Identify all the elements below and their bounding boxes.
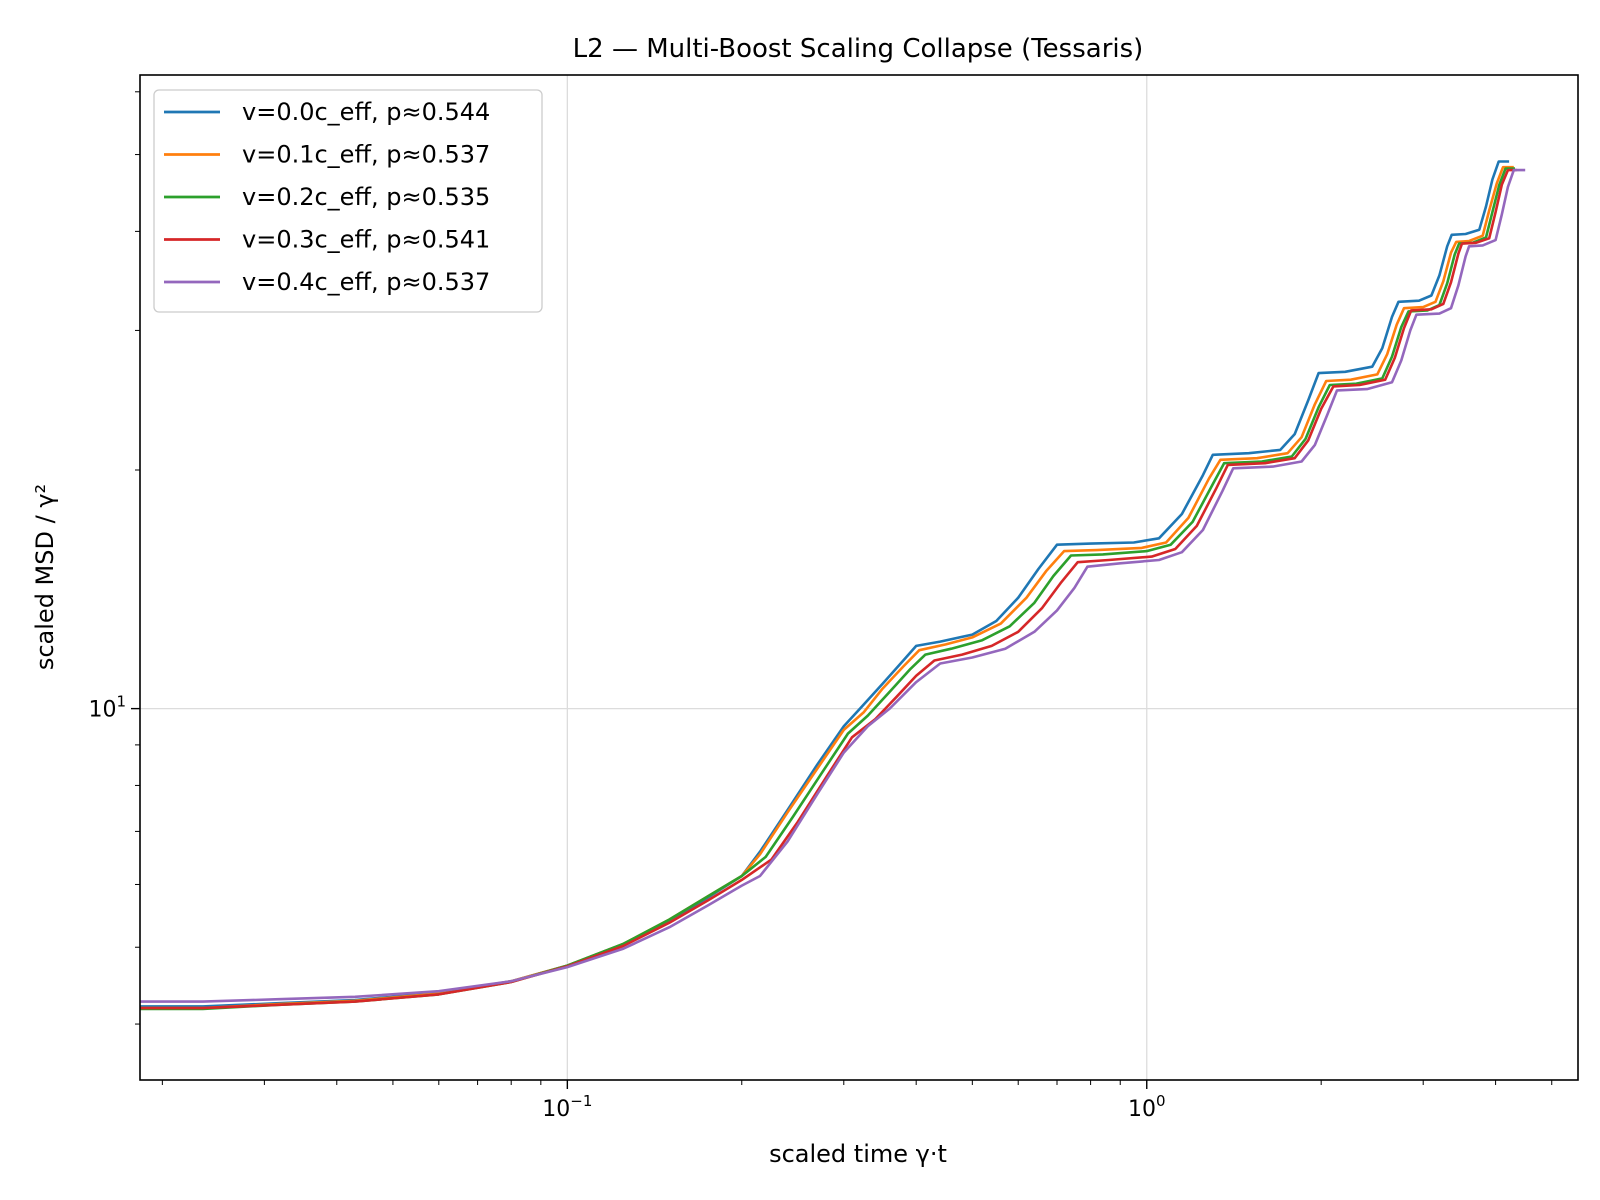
series-line-4 (140, 168, 1526, 1003)
legend-label-4: v=0.4c_eff, p≈0.537 (242, 268, 490, 296)
legend: v=0.0c_eff, p≈0.544 v=0.1c_eff, p≈0.537 v=… (153, 89, 543, 313)
chart-title: L2 — Multi-Boost Scaling Collapse (Tessa… (573, 34, 1144, 64)
series-line-2 (140, 167, 1515, 1011)
legend-label-3: v=0.3c_eff, p≈0.541 (242, 226, 490, 254)
series-group (140, 160, 1526, 1011)
x-axis-label: scaled time γ·t (769, 1140, 947, 1168)
legend-label-2: v=0.2c_eff, p≈0.535 (242, 183, 490, 211)
legend-box (153, 89, 543, 313)
y-tick-label: 101 (88, 693, 126, 723)
x-tick-label: 100 (1128, 1092, 1166, 1122)
x-tick-label: 10−1 (542, 1092, 592, 1122)
plot-frame (139, 74, 1579, 1081)
legend-label-0: v=0.0c_eff, p≈0.544 (242, 98, 490, 126)
axis-ticks: 10−1 100 101 (88, 91, 1553, 1122)
series-line-3 (140, 168, 1517, 1010)
legend-label-1: v=0.1c_eff, p≈0.537 (242, 141, 490, 169)
y-axis-label: scaled MSD / γ² (31, 484, 59, 670)
